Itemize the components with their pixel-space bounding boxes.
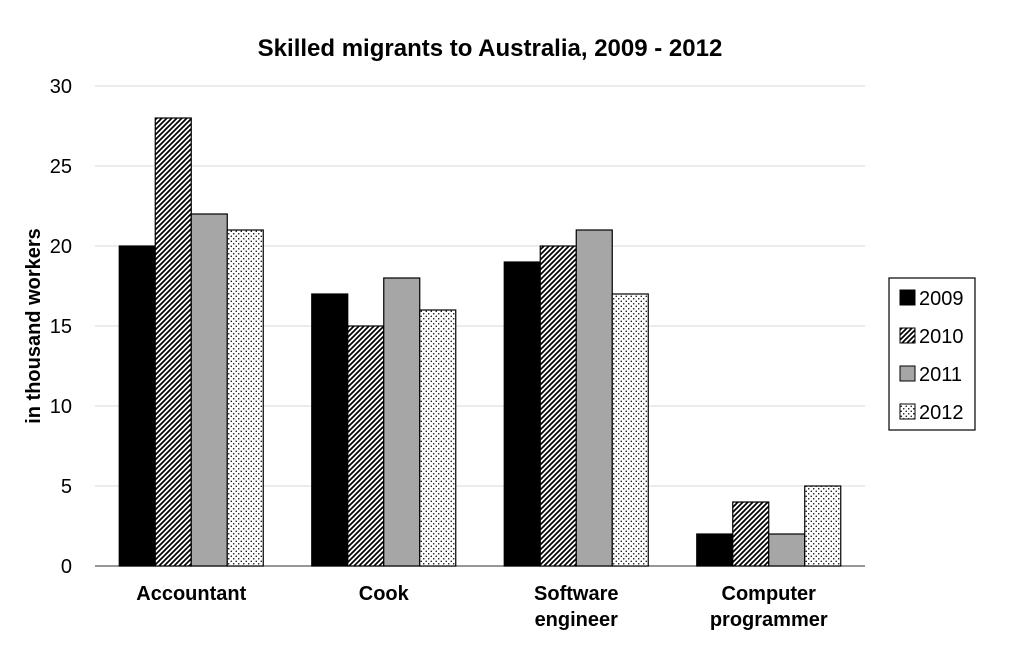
bar-2011-accountant [190, 213, 228, 567]
y-tick-label: 15 [50, 316, 72, 338]
y-tick-label: 5 [61, 476, 72, 498]
x-tick-label: programmer [710, 609, 828, 631]
bar-2012-accountant [226, 229, 264, 567]
x-tick-label: Software [534, 583, 618, 605]
y-tick-label: 10 [50, 396, 72, 418]
legend-label-2009: 2009 [919, 288, 964, 310]
bar-2010-cook [347, 325, 385, 567]
legend-label-2012: 2012 [919, 402, 964, 424]
x-tick-label: Accountant [136, 583, 246, 605]
bar-2012-software-engineer [611, 293, 649, 567]
chart-title: Skilled migrants to Australia, 2009 - 20… [258, 35, 723, 62]
y-tick-label: 30 [50, 76, 72, 98]
bar-2012-computer-programmer [804, 485, 842, 567]
x-tick-label: Computer [722, 583, 817, 605]
bar-2010-accountant [154, 117, 192, 567]
x-tick-label: Cook [359, 583, 410, 605]
x-axis-ticks: Accountant Cook Software engineer Computer pr… [136, 583, 828, 631]
bar-2009-accountant [118, 245, 156, 567]
y-tick-label: 0 [61, 556, 72, 578]
bar-2011-computer-programmer [768, 533, 806, 567]
bar-2011-cook [383, 277, 421, 567]
bar-group [118, 117, 842, 567]
legend-label-2011: 2011 [919, 364, 962, 386]
legend-swatch-2010 [899, 327, 916, 344]
bar-2009-cook [311, 293, 349, 567]
bar-2010-computer-programmer [732, 501, 770, 567]
y-tick-label: 20 [50, 236, 72, 258]
bar-2010-software-engineer [539, 245, 577, 567]
legend-label-2010: 2010 [919, 326, 964, 348]
y-axis-ticks: 0 5 10 15 20 25 30 [50, 76, 72, 578]
y-tick-label: 25 [50, 156, 72, 178]
x-tick-label: engineer [535, 609, 619, 631]
bar-2011-software-engineer [575, 229, 613, 567]
bar-2009-software-engineer [503, 261, 541, 567]
legend-swatch-2011 [899, 365, 916, 382]
legend-swatch-2012 [899, 403, 916, 420]
bar-2009-computer-programmer [696, 533, 734, 567]
legend-swatch-2009 [899, 289, 916, 306]
bar-2012-cook [419, 309, 457, 567]
y-axis-label: in thousand workers [23, 228, 45, 424]
legend: 2009 2010 2011 2012 [888, 277, 976, 431]
